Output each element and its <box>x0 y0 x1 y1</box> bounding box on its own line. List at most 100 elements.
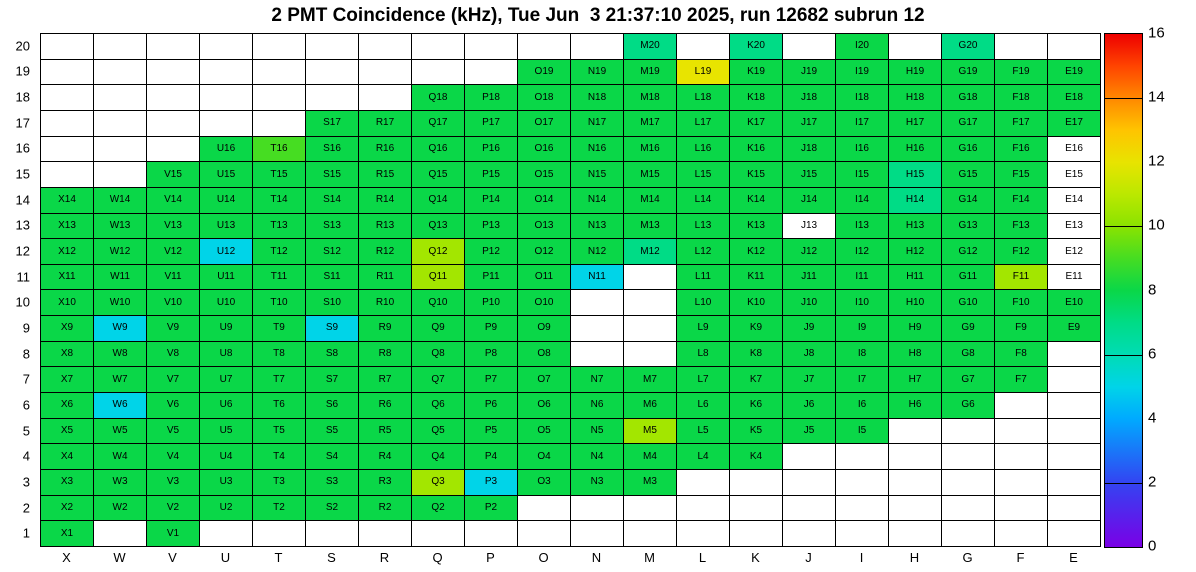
colorbar-tick-label: 10 <box>1148 216 1165 234</box>
heatmap-cell: T6 <box>253 393 306 419</box>
heatmap-cell: O4 <box>518 444 571 471</box>
heatmap-cell: L5 <box>677 418 730 445</box>
heatmap-cell: P11 <box>465 264 518 291</box>
heatmap-cell: K8 <box>730 341 783 368</box>
heatmap-cell: H13 <box>889 213 942 240</box>
heatmap-cell: E11 <box>1048 264 1101 291</box>
heatmap-cell: I9 <box>836 316 889 342</box>
heatmap-cell: F7 <box>995 367 1048 394</box>
heatmap-empty-cell <box>783 470 836 496</box>
heatmap-cell: P7 <box>465 367 518 394</box>
heatmap-cell: K12 <box>730 239 783 265</box>
heatmap-cell: W6 <box>94 393 147 419</box>
heatmap-empty-cell <box>1048 393 1101 419</box>
heatmap-cell: M3 <box>624 470 677 496</box>
heatmap-cell: P13 <box>465 213 518 240</box>
heatmap-empty-cell <box>147 85 200 111</box>
heatmap-empty-cell <box>253 59 306 86</box>
heatmap-cell: L12 <box>677 239 730 265</box>
heatmap-cell: J18 <box>783 136 836 163</box>
heatmap-empty-cell <box>1048 34 1101 60</box>
heatmap-empty-cell <box>412 34 465 60</box>
heatmap-empty-cell <box>942 521 995 547</box>
heatmap-cell: O14 <box>518 187 571 214</box>
heatmap-cell: R12 <box>359 239 412 265</box>
heatmap-cell: I18 <box>836 85 889 111</box>
heatmap-empty-cell <box>942 495 995 522</box>
heatmap-empty-cell <box>889 418 942 445</box>
heatmap-cell: M16 <box>624 136 677 163</box>
heatmap-cell: K16 <box>730 136 783 163</box>
colorbar-tick-label: 8 <box>1148 281 1157 298</box>
heatmap-cell: H8 <box>889 341 942 368</box>
heatmap-cell: J13 <box>783 213 836 240</box>
heatmap-cell: G12 <box>942 239 995 265</box>
y-tick-label: 17 <box>15 115 30 131</box>
heatmap-cell: S16 <box>306 136 359 163</box>
heatmap-cell: I19 <box>836 59 889 86</box>
heatmap-empty-cell <box>253 85 306 111</box>
heatmap-empty-cell <box>94 521 147 547</box>
colorbar-tick <box>1105 482 1142 484</box>
heatmap-empty-cell <box>200 521 253 547</box>
heatmap-cell: P6 <box>465 393 518 419</box>
heatmap-cell: V10 <box>147 290 200 317</box>
heatmap-cell: L18 <box>677 85 730 111</box>
heatmap-cell: K11 <box>730 264 783 291</box>
heatmap-cell: R10 <box>359 290 412 317</box>
heatmap-empty-cell <box>1048 495 1101 522</box>
heatmap-cell: U15 <box>200 162 253 188</box>
heatmap-cell: M19 <box>624 59 677 86</box>
y-tick-label: 10 <box>15 294 30 310</box>
heatmap-cell: U5 <box>200 418 253 445</box>
heatmap-cell: R13 <box>359 213 412 240</box>
heatmap-cell: J17 <box>783 110 836 137</box>
heatmap-cell: G11 <box>942 264 995 291</box>
heatmap-cell: K18 <box>730 85 783 111</box>
heatmap-cell: M14 <box>624 187 677 214</box>
heatmap-cell: O6 <box>518 393 571 419</box>
heatmap-cell: U14 <box>200 187 253 214</box>
heatmap-cell: X6 <box>41 393 94 419</box>
heatmap-empty-cell <box>836 495 889 522</box>
heatmap-empty-cell <box>200 85 253 111</box>
heatmap-cell: Q13 <box>412 213 465 240</box>
heatmap-cell: V7 <box>147 367 200 394</box>
heatmap-cell: U11 <box>200 264 253 291</box>
heatmap-cell: S4 <box>306 444 359 471</box>
heatmap-cell: X2 <box>41 495 94 522</box>
heatmap-cell: P12 <box>465 239 518 265</box>
heatmap-cell: E19 <box>1048 59 1101 86</box>
heatmap-cell: N14 <box>571 187 624 214</box>
heatmap-empty-cell <box>1048 444 1101 471</box>
heatmap-cell: J11 <box>783 264 836 291</box>
heatmap-cell: X14 <box>41 187 94 214</box>
heatmap-cell: G10 <box>942 290 995 317</box>
heatmap-cell: V2 <box>147 495 200 522</box>
heatmap-cell: L9 <box>677 316 730 342</box>
heatmap-cell: E9 <box>1048 316 1101 342</box>
y-tick-label: 9 <box>22 320 30 336</box>
heatmap-cell: G15 <box>942 162 995 188</box>
heatmap-cell: R6 <box>359 393 412 419</box>
heatmap-empty-cell <box>571 495 624 522</box>
x-tick-label: V <box>168 550 177 565</box>
heatmap-cell: S10 <box>306 290 359 317</box>
heatmap-cell: I14 <box>836 187 889 214</box>
heatmap-cell: V1 <box>147 521 200 547</box>
heatmap-cell: F17 <box>995 110 1048 137</box>
x-tick-label: K <box>751 550 760 565</box>
heatmap-cell: G16 <box>942 136 995 163</box>
heatmap-empty-cell <box>995 418 1048 445</box>
heatmap-empty-cell <box>783 495 836 522</box>
heatmap-cell: N7 <box>571 367 624 394</box>
x-tick-label: U <box>220 550 231 565</box>
heatmap-cell: G7 <box>942 367 995 394</box>
heatmap-cell: H9 <box>889 316 942 342</box>
heatmap-cell: T8 <box>253 341 306 368</box>
heatmap-cell: V9 <box>147 316 200 342</box>
heatmap-cell: U6 <box>200 393 253 419</box>
heatmap-cell: X4 <box>41 444 94 471</box>
heatmap-cell: G17 <box>942 110 995 137</box>
